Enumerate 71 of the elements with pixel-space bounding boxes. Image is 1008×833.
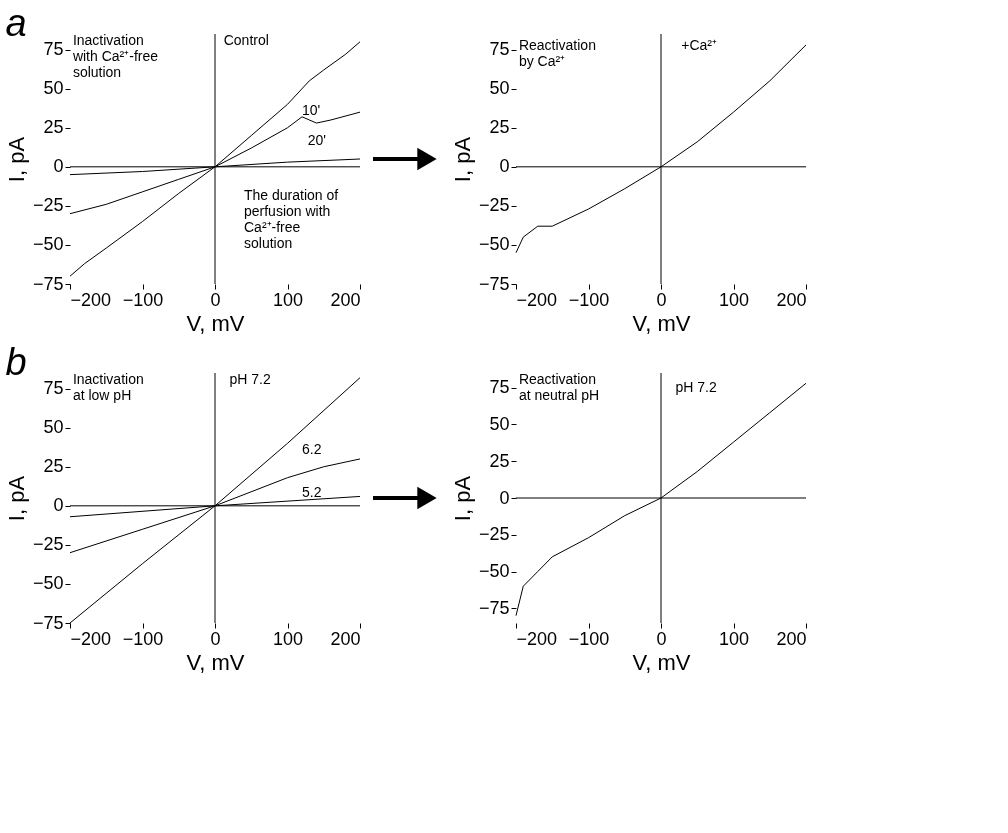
x-axis-title: V, mV [632, 649, 691, 675]
annotation: The duration of perfusion with Ca²⁺-free solution [244, 187, 339, 251]
annotation: pH 7.2 [675, 378, 717, 395]
annotation: pH 7.2 [229, 371, 271, 387]
x-tick-label: 200 [330, 289, 361, 310]
y-tick-label: 75 [489, 377, 510, 398]
x-tick-label: 100 [718, 289, 750, 310]
x-tick-label: 200 [776, 628, 807, 649]
x-tick-label: −200 [70, 628, 112, 649]
y-tick-label: 0 [53, 156, 64, 177]
y-tick-label: 50 [489, 413, 510, 434]
annotation: Inactivation with Ca²⁺-free solution [71, 32, 159, 80]
y-axis-title: I, pA [3, 475, 29, 522]
y-tick-label: −50 [32, 234, 64, 255]
y-tick-label: −50 [478, 234, 510, 255]
x-tick-label: −200 [70, 289, 112, 310]
y-axis-title: I, pA [449, 136, 475, 183]
x-tick-label: 0 [210, 628, 221, 649]
x-axis-title: V, mV [186, 310, 245, 336]
x-tick-label: −200 [516, 289, 558, 310]
y-tick-label: 25 [43, 117, 64, 138]
y-axis-title: I, pA [449, 475, 475, 522]
x-tick-label: −100 [122, 289, 164, 310]
y-tick-label: 50 [43, 417, 64, 438]
annotation: +Ca²⁺ [681, 37, 718, 53]
x-axis-title: V, mV [186, 649, 245, 675]
y-tick-label: 75 [43, 378, 64, 399]
y-tick-label: −25 [478, 195, 510, 216]
x-tick-label: 100 [718, 628, 750, 649]
annotation: 20' [307, 132, 327, 148]
y-tick-label: −50 [32, 573, 64, 594]
annotation: Reactivation at neutral pH [518, 371, 600, 403]
x-tick-label: −200 [516, 628, 558, 649]
x-tick-label: −100 [568, 289, 610, 310]
y-tick-label: −25 [32, 534, 64, 555]
y-tick-label: −75 [478, 597, 510, 618]
annotation: 5.2 [302, 483, 322, 500]
x-tick-label: 100 [272, 289, 304, 310]
y-tick-label: −75 [478, 273, 510, 294]
annotation: 6.2 [302, 441, 322, 457]
x-tick-label: 200 [776, 289, 807, 310]
x-tick-label: 0 [656, 289, 667, 310]
annotation: 10' [302, 102, 321, 118]
x-tick-label: −100 [122, 628, 164, 649]
x-axis-title: V, mV [632, 310, 691, 336]
chart-title: a [5, 1, 27, 44]
y-axis-title: I, pA [3, 136, 29, 183]
annotation: Control [223, 32, 269, 48]
x-tick-label: 0 [656, 628, 667, 649]
y-tick-label: 75 [43, 39, 64, 60]
y-tick-label: −25 [478, 524, 510, 545]
y-tick-label: 50 [43, 78, 64, 99]
annotation: Inactivation at low pH [72, 371, 144, 403]
x-tick-label: −100 [568, 628, 610, 649]
y-tick-label: 25 [489, 117, 510, 138]
y-tick-label: 25 [489, 450, 510, 471]
y-tick-label: 0 [53, 495, 64, 516]
x-tick-label: 100 [272, 628, 304, 649]
y-tick-label: 50 [489, 78, 510, 99]
y-tick-label: 0 [499, 487, 510, 508]
y-tick-label: −75 [32, 612, 64, 633]
y-tick-label: −50 [478, 561, 510, 582]
x-tick-label: 0 [210, 289, 221, 310]
y-tick-label: 0 [499, 156, 510, 177]
chart-title: b [5, 340, 27, 383]
y-tick-label: −25 [32, 195, 64, 216]
annotation: Reactivation by Ca²⁺ [518, 37, 596, 69]
x-tick-label: 200 [330, 628, 361, 649]
y-tick-label: 25 [43, 456, 64, 477]
y-tick-label: 75 [489, 39, 510, 60]
y-tick-label: −75 [32, 273, 64, 294]
